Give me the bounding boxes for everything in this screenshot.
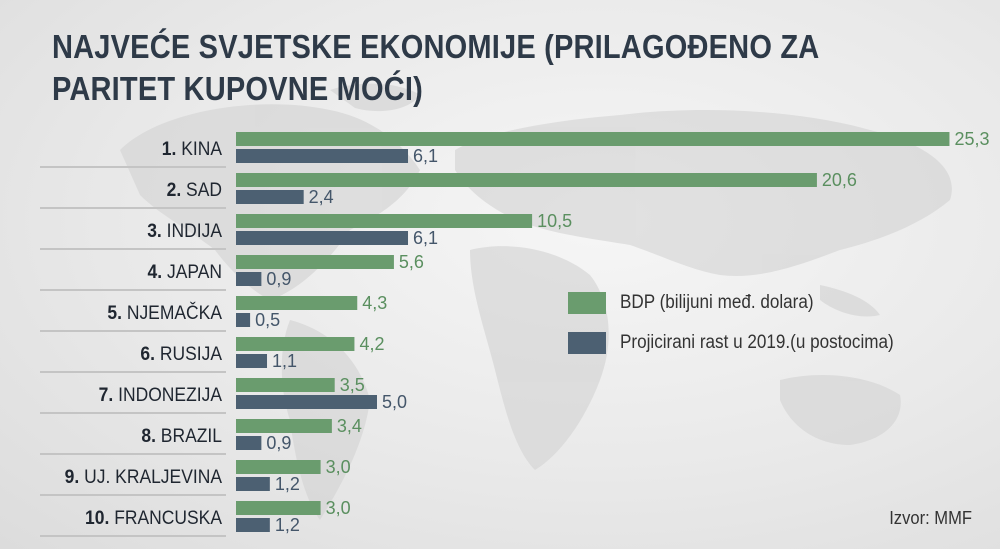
data-label-growth-indonezija: 5,0 xyxy=(382,392,407,412)
data-label-growth-francuska: 1,2 xyxy=(275,515,300,535)
bar-gdp-rusija xyxy=(236,337,355,351)
data-label-gdp-kina: 25,3 xyxy=(954,129,989,149)
category-name: KINA xyxy=(181,137,223,159)
row-separator-uj-kraljevina xyxy=(40,494,226,496)
row-separator-rusija xyxy=(40,371,226,373)
row-separator-indonezija xyxy=(40,412,226,414)
row-separator-sad xyxy=(40,207,226,209)
bar-gdp-indonezija xyxy=(236,378,335,392)
bar-growth-japan xyxy=(236,272,262,286)
row-separator-francuska xyxy=(40,535,226,537)
category-name: INDONEZIJA xyxy=(118,383,223,405)
bar-growth-sad xyxy=(236,190,304,204)
bar-gdp-njema-ka xyxy=(236,296,358,310)
data-label-gdp-indija: 10,5 xyxy=(537,211,572,231)
category-name: RUSIJA xyxy=(160,342,223,364)
data-label-gdp-indonezija: 3,5 xyxy=(340,375,365,395)
category-rank: 4. xyxy=(148,260,167,282)
category-name: SAD xyxy=(186,178,222,200)
data-label-growth-uj-kraljevina: 1,2 xyxy=(275,474,300,494)
data-label-growth-kina: 6,1 xyxy=(413,146,438,166)
chart-title: NAJVEĆE SVJETSKE EKONOMIJE (PRILAGOĐENO … xyxy=(52,28,819,107)
data-label-gdp-japan: 5,6 xyxy=(399,252,424,272)
row-separator-kina xyxy=(40,166,226,168)
data-label-growth-japan: 0,9 xyxy=(266,269,291,289)
category-name: INDIJA xyxy=(167,219,223,241)
row-separator-brazil xyxy=(40,453,226,455)
data-label-growth-brazil: 0,9 xyxy=(266,433,291,453)
legend-swatch-growth xyxy=(568,332,606,354)
category-name: UJ. KRALJEVINA xyxy=(84,465,223,487)
bar-gdp-uj-kraljevina xyxy=(236,460,321,474)
legend-item-growth: Projicirani rast u 2019.(u postocima) xyxy=(568,332,924,354)
data-label-gdp-rusija: 4,2 xyxy=(359,334,384,354)
row-separator-indija xyxy=(40,248,226,250)
bar-gdp-brazil xyxy=(236,419,332,433)
legend-item-gdp: BDP (bilijuni međ. dolara) xyxy=(568,292,924,314)
bar-gdp-kina xyxy=(236,132,950,146)
row-separator-njema-ka xyxy=(40,330,226,332)
category-label-indonezija: 7. INDONEZIJA xyxy=(99,383,223,405)
category-name: JAPAN xyxy=(167,260,222,282)
legend-label-growth: Projicirani rast u 2019.(u postocima) xyxy=(620,332,894,353)
category-rank: 2. xyxy=(167,178,186,200)
bar-growth-francuska xyxy=(236,518,270,532)
category-label-rusija: 6. RUSIJA xyxy=(140,342,222,364)
bar-growth-kina xyxy=(236,149,409,163)
bar-growth-rusija xyxy=(236,354,268,368)
category-label-uj-kraljevina: 9. UJ. KRALJEVINA xyxy=(65,465,223,487)
data-label-gdp-brazil: 3,4 xyxy=(337,416,362,436)
source-note: Izvor: MMF xyxy=(889,508,972,528)
data-label-gdp-francuska: 3,0 xyxy=(326,498,351,518)
data-label-growth-sad: 2,4 xyxy=(309,187,334,207)
category-rank: 8. xyxy=(141,424,160,446)
category-rank: 6. xyxy=(140,342,159,364)
category-label-francuska: 10. FRANCUSKA xyxy=(85,506,223,528)
data-label-gdp-njema-ka: 4,3 xyxy=(362,293,387,313)
category-rank: 7. xyxy=(99,383,118,405)
bar-growth-indonezija xyxy=(236,395,377,409)
row-separator-japan xyxy=(40,289,226,291)
legend-swatch-gdp xyxy=(568,292,606,314)
bar-growth-brazil xyxy=(236,436,262,450)
bar-growth-indija xyxy=(236,231,409,245)
data-label-growth-njema-ka: 0,5 xyxy=(255,310,280,330)
category-label-indija: 3. INDIJA xyxy=(147,219,223,241)
bar-gdp-sad xyxy=(236,173,817,187)
data-label-gdp-uj-kraljevina: 3,0 xyxy=(326,457,351,477)
category-name: FRANCUSKA xyxy=(114,506,223,528)
category-rank: 1. xyxy=(162,137,181,159)
bar-gdp-francuska xyxy=(236,501,321,515)
bar-gdp-indija xyxy=(236,214,533,228)
data-label-growth-rusija: 1,1 xyxy=(272,351,297,371)
category-rank: 10. xyxy=(85,506,114,528)
bar-growth-njema-ka xyxy=(236,313,251,327)
category-label-sad: 2. SAD xyxy=(167,178,222,200)
bar-gdp-japan xyxy=(236,255,394,269)
legend: BDP (bilijuni međ. dolara) Projicirani r… xyxy=(568,292,924,372)
data-label-gdp-sad: 20,6 xyxy=(822,170,857,190)
category-rank: 5. xyxy=(107,301,126,323)
bar-growth-uj-kraljevina xyxy=(236,477,270,491)
data-label-growth-indija: 6,1 xyxy=(413,228,438,248)
category-label-japan: 4. JAPAN xyxy=(148,260,222,282)
category-rank: 3. xyxy=(147,219,166,241)
category-name: BRAZIL xyxy=(161,424,222,446)
category-label-njema-ka: 5. NJEMAČKA xyxy=(107,301,222,323)
category-name: NJEMAČKA xyxy=(127,301,223,323)
category-label-kina: 1. KINA xyxy=(162,137,223,159)
category-rank: 9. xyxy=(65,465,84,487)
legend-label-gdp: BDP (bilijuni međ. dolara) xyxy=(620,292,814,313)
category-label-brazil: 8. BRAZIL xyxy=(141,424,222,446)
